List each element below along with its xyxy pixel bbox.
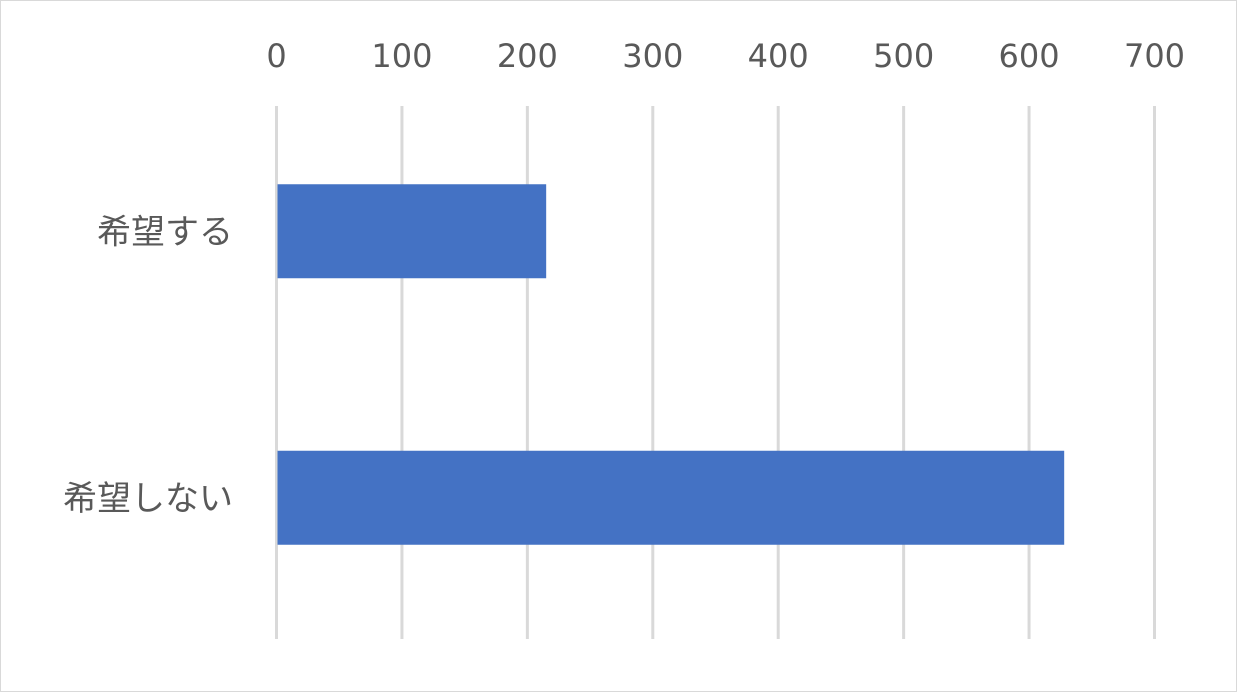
- x-tick-label: 400: [748, 37, 809, 75]
- x-tick-label: 200: [497, 37, 558, 75]
- bar: [277, 184, 547, 279]
- category-label: 希望しない: [63, 479, 233, 519]
- x-tick-label: 700: [1124, 37, 1185, 75]
- x-tick-label: 600: [999, 37, 1060, 75]
- x-tick-label: 300: [622, 37, 683, 75]
- x-tick-label: 100: [371, 37, 432, 75]
- x-tick-label: 500: [873, 37, 934, 75]
- bar: [277, 450, 1065, 545]
- category-label: 希望する: [97, 212, 233, 252]
- x-tick-label: 0: [266, 37, 286, 75]
